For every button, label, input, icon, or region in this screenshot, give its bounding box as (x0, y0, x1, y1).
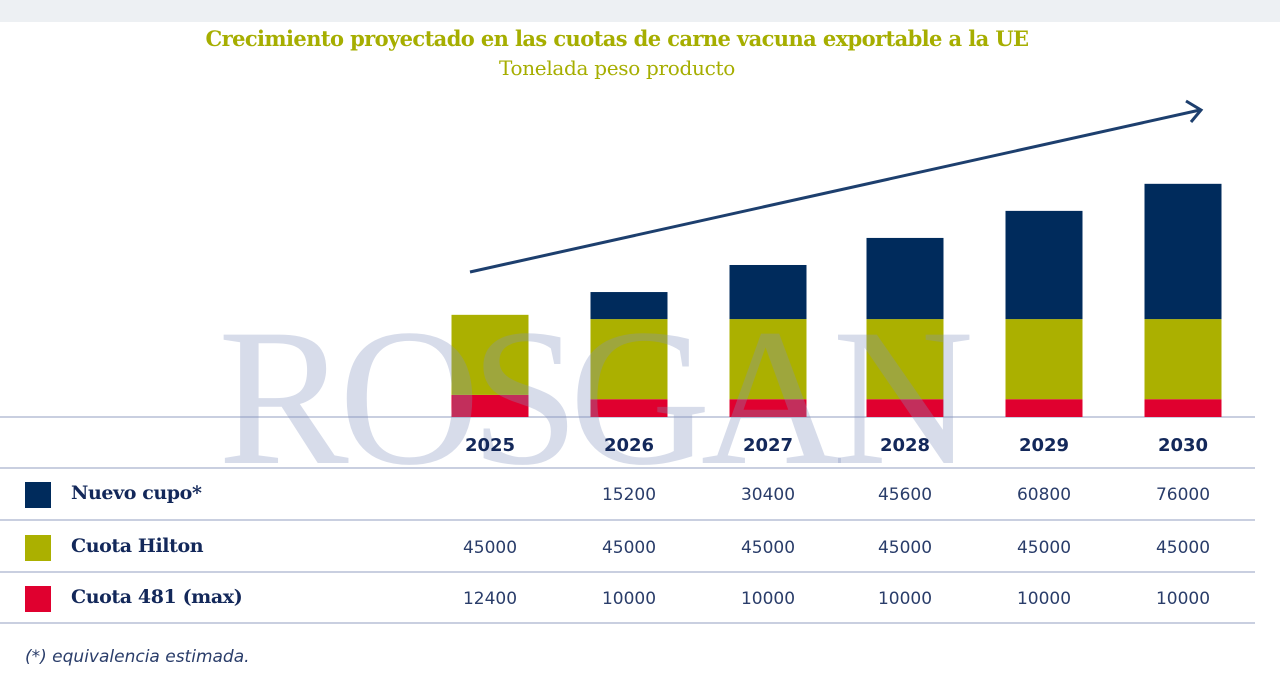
chart-subtitle: Tonelada peso producto (498, 56, 736, 80)
value-cuota-hilton-2025: 45000 (462, 538, 518, 558)
value-nuevo-cupo-2027: 30400 (740, 485, 796, 505)
trend-arrow (469, 99, 1204, 274)
x-tick-label-2025: 2025 (464, 435, 516, 456)
bar-cuota-481-max-2029 (1005, 399, 1083, 417)
legend-row-cuota-481: Cuota 481 (max) 12400 10000 10000 10000 1000… (0, 574, 1255, 624)
value-cuota-481-max-2030: 10000 (1155, 589, 1211, 609)
bar-cuota-hilton-2028 (866, 319, 944, 400)
value-nuevo-cupo-2029: 60800 (1016, 485, 1072, 505)
bar-nuevo-cupo-2028 (866, 237, 944, 320)
table-divider (0, 467, 1255, 469)
legend-swatch-nuevo-cupo (25, 482, 51, 508)
table-divider (0, 622, 1255, 624)
legend-label-nuevo-cupo: Nuevo cupo* (71, 482, 202, 504)
value-cuota-481-max-2028: 10000 (877, 589, 933, 609)
value-cuota-hilton-2029: 45000 (1016, 538, 1072, 558)
value-nuevo-cupo-2030: 76000 (1155, 485, 1211, 505)
top-band (0, 0, 1280, 22)
value-cuota-hilton-2028: 45000 (877, 538, 933, 558)
bar-cuota-481-max-2026 (590, 399, 668, 417)
x-tick-label-2030: 2030 (1157, 435, 1209, 456)
bar-nuevo-cupo-2029 (1005, 210, 1083, 320)
trend-arrow-line (469, 108, 1201, 274)
bar-cuota-hilton-2026 (590, 319, 668, 400)
x-tick-label-2029: 2029 (1018, 435, 1070, 456)
x-tick-label-2026: 2026 (603, 435, 655, 456)
x-tick-label-2027: 2027 (742, 435, 794, 456)
bar-nuevo-cupo-2030 (1144, 183, 1222, 320)
legend-swatch-cuota-hilton (25, 535, 51, 561)
legend-swatch-cuota-481 (25, 586, 51, 612)
legend-row-cuota-hilton: Cuota Hilton 45000 45000 45000 45000 45000 45… (0, 522, 1255, 572)
bar-nuevo-cupo-2027 (729, 264, 807, 320)
bar-cuota-481-max-2025 (451, 394, 529, 417)
value-cuota-481-max-2029: 10000 (1016, 589, 1072, 609)
x-tick-label-2028: 2028 (879, 435, 931, 456)
bar-cuota-hilton-2029 (1005, 319, 1083, 400)
bar-cuota-481-max-2028 (866, 399, 944, 417)
value-cuota-hilton-2027: 45000 (740, 538, 796, 558)
bar-cuota-hilton-2025 (451, 314, 529, 395)
value-cuota-481-max-2026: 10000 (601, 589, 657, 609)
table-divider (0, 571, 1255, 573)
value-cuota-481-max-2025: 12400 (462, 589, 518, 609)
bar-cuota-481-max-2030 (1144, 399, 1222, 417)
bar-cuota-481-max-2027 (729, 399, 807, 417)
value-cuota-481-max-2027: 10000 (740, 589, 796, 609)
legend-label-cuota-hilton: Cuota Hilton (71, 535, 204, 557)
bar-cuota-hilton-2030 (1144, 319, 1222, 400)
value-nuevo-cupo-2028: 45600 (877, 485, 933, 505)
trend-arrow-head (1185, 99, 1204, 123)
value-cuota-hilton-2026: 45000 (601, 538, 657, 558)
value-nuevo-cupo-2026: 15200 (601, 485, 657, 505)
legend-label-cuota-481: Cuota 481 (max) (71, 586, 243, 608)
bar-cuota-hilton-2027 (729, 319, 807, 400)
chart-title: Crecimiento proyectado en las cuotas de … (205, 26, 1030, 51)
value-cuota-hilton-2030: 45000 (1155, 538, 1211, 558)
footnote: (*) equivalencia estimada. (25, 647, 250, 667)
legend-row-nuevo-cupo: Nuevo cupo* 15200 30400 45600 60800 76000 (0, 470, 1255, 520)
bar-nuevo-cupo-2026 (590, 292, 668, 320)
table-divider (0, 519, 1255, 521)
